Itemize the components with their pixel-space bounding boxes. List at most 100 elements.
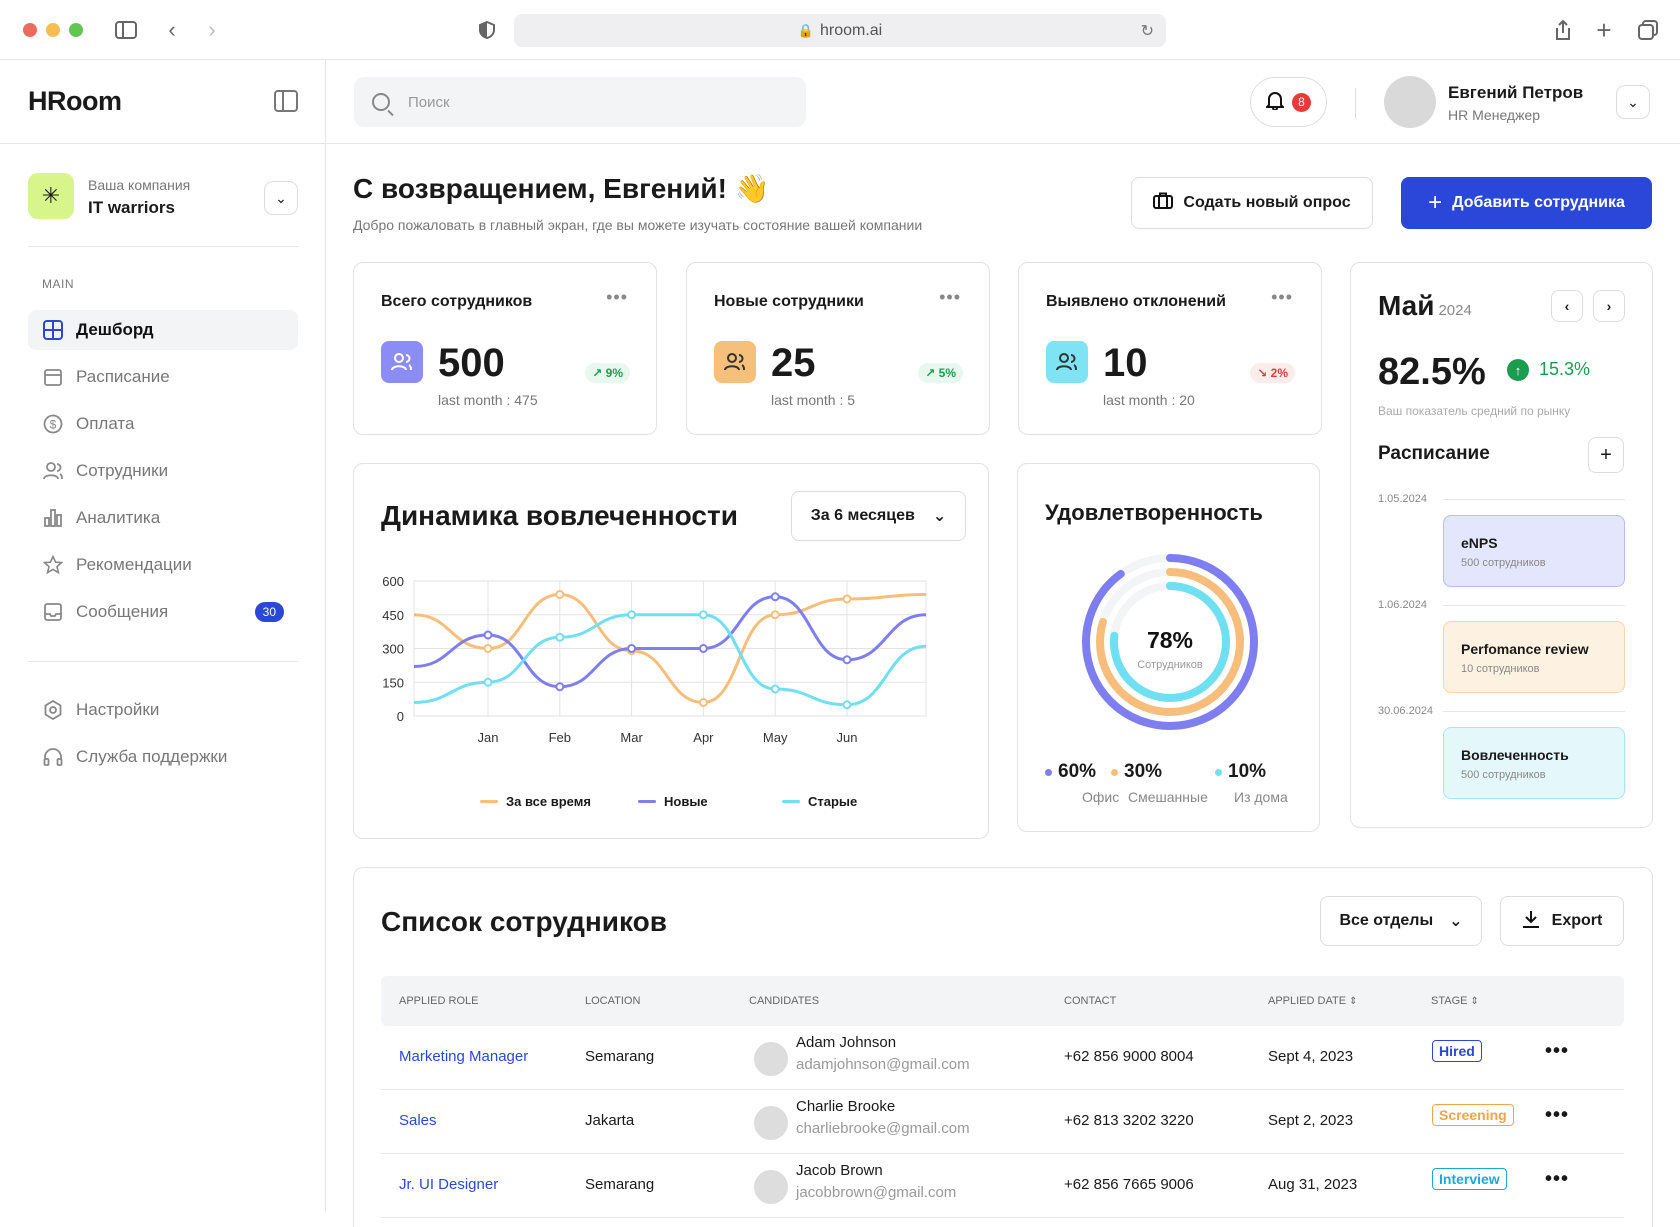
sidebar-item-payment[interactable]: $ Оплата [28,404,298,444]
user-menu-chevron-icon[interactable]: ⌄ [1616,85,1650,119]
candidate-name: Jacob Brown [796,1162,883,1179]
sidebar-item-settings[interactable]: Настройки [28,690,298,730]
candidate-name: Adam Johnson [796,1034,897,1051]
legend-old[interactable]: Старые [782,794,857,809]
column-header-candidates[interactable]: CANDIDATES [749,995,820,1007]
event-card-enps[interactable]: eNPS 500 сотрудников [1443,515,1625,587]
sidebar-item-support[interactable]: Служба поддержки [28,737,298,777]
more-options-icon[interactable]: ••• [939,287,961,307]
chart-plot-area [413,580,927,717]
applied-role-link[interactable]: Jr. UI Designer [399,1176,499,1193]
row-actions-icon[interactable]: ••• [1545,1168,1570,1190]
sidebar-item-messages[interactable]: Сообщения 30 [28,592,298,632]
applied-role-link[interactable]: Sales [399,1112,437,1129]
stage-badge: Hired [1432,1040,1482,1062]
add-employee-button[interactable]: + Добавить сотрудника [1401,177,1652,229]
collapse-sidebar-icon[interactable] [274,90,298,112]
sidebar-item-label: Дешборд [76,320,154,339]
sidebar-item-schedule[interactable]: Расписание [28,357,298,397]
export-label: Export [1551,912,1603,929]
address-bar[interactable]: 🔒 hroom.ai ↻ [514,14,1166,47]
department-filter-value: Все отделы [1339,912,1434,929]
share-icon[interactable] [1549,16,1577,44]
section-label-main: MAIN [42,277,74,291]
notification-count-badge: 8 [1292,92,1311,112]
create-survey-button[interactable]: Содать новый опрос [1131,177,1373,229]
table-row[interactable]: Marketing Manager Semarang Adam Johnson ada… [381,1026,1624,1090]
column-header-location[interactable]: LOCATION [585,995,641,1007]
event-card-engagement[interactable]: Вовлеченность 500 сотрудников [1443,727,1625,799]
event-card-performance[interactable]: Perfomance review 10 сотрудников [1443,621,1625,693]
next-month-button[interactable]: › [1593,290,1625,322]
data-point [698,698,708,707]
sidebar-item-analytics[interactable]: Аналитика [28,498,298,538]
sidebar-item-employees[interactable]: Сотрудники [28,451,298,491]
new-tab-icon[interactable]: + [1596,14,1612,45]
prev-month-button[interactable]: ‹ [1551,290,1583,322]
zoom-window-button[interactable] [69,23,83,37]
back-icon[interactable]: ‹ [168,17,176,42]
event-subtitle: 500 сотрудников [1461,769,1546,781]
applied-role-link[interactable]: Marketing Manager [399,1048,529,1065]
sidebar-item-label: Аналитика [76,508,161,527]
user-avatar[interactable] [1384,76,1436,128]
data-point [627,610,637,620]
sidebar-toggle-icon[interactable] [112,16,140,44]
candidate-name: Charlie Brooke [796,1098,896,1115]
event-title: Perfomance review [1461,641,1589,657]
sidebar: HRoom ✳ Ваша компания IT warriors ⌄ MAIN… [0,60,326,1211]
location-cell: Semarang [585,1176,655,1193]
close-window-button[interactable] [23,23,37,37]
row-actions-icon[interactable]: ••• [1545,1104,1570,1126]
column-header-date[interactable]: APPLIED DATE ⇕ [1268,995,1358,1007]
legend-all-time[interactable]: За все время [480,794,591,809]
sidebar-item-recommendations[interactable]: Рекомендации [28,545,298,585]
forward-icon[interactable]: › [208,17,216,42]
row-actions-icon[interactable]: ••• [1545,1040,1570,1062]
location-cell: Semarang [585,1048,655,1065]
legend-new[interactable]: Новые [638,794,708,809]
sidebar-item-dashboard[interactable]: Дешборд [28,310,298,350]
x-tick-label: Apr [693,730,714,745]
data-point [627,644,637,653]
department-filter-dropdown[interactable]: Все отделы ⌄ [1320,896,1482,946]
engagement-chart-card: Динамика вовлеченности За 6 месяцев ⌄ 60… [353,463,989,839]
column-header-role[interactable]: APPLIED ROLE [399,995,479,1007]
column-header-stage[interactable]: STAGE ⇕ [1431,995,1479,1007]
stat-change-badge: ↗ 9% [585,363,630,383]
employee-list-card: Список сотрудников Все отделы ⌄ Export A… [353,867,1653,1227]
shield-icon[interactable] [473,16,501,44]
table-row[interactable]: Jr. UI Designer Semarang Jacob Brown jacobb… [381,1154,1624,1218]
event-date: 1.06.2024 [1378,599,1427,611]
sidebar-item-label: Сообщения [76,602,169,621]
y-tick-label: 450 [382,608,404,623]
users-icon [42,460,64,482]
period-dropdown[interactable]: За 6 месяцев ⌄ [791,491,966,541]
settings-icon [42,699,64,721]
export-button[interactable]: Export [1500,896,1624,946]
data-point [842,700,852,710]
applied-date-cell: Sept 4, 2023 [1268,1048,1354,1065]
market-score-change: 15.3% [1539,359,1591,379]
search-input[interactable]: Поиск [354,77,806,127]
add-event-button[interactable]: + [1588,437,1624,473]
column-header-contact[interactable]: CONTACT [1064,995,1117,1007]
minimize-window-button[interactable] [46,23,60,37]
tabs-overview-icon[interactable] [1634,16,1662,44]
table-row[interactable]: Sales Jakarta Charlie Brooke charliebrooke@… [381,1090,1624,1154]
company-name: IT warriors [88,198,175,217]
reload-icon[interactable]: ↻ [1140,22,1154,40]
calendar-icon [42,366,64,388]
chevron-down-icon[interactable]: ⌄ [264,181,298,215]
company-switcher[interactable]: ✳ Ваша компания IT warriors ⌄ [28,173,298,223]
x-tick-label: May [763,730,788,745]
chart-icon [42,507,64,529]
app-logo[interactable]: HRoom [28,86,122,116]
notifications-button[interactable]: 8 [1250,77,1327,127]
applied-date-cell: Aug 31, 2023 [1268,1176,1358,1193]
more-options-icon[interactable]: ••• [1271,287,1293,307]
url-text: hroom.ai [819,21,883,39]
satisfaction-card: Удовлетворенность 78% Сотрудников 60% Оф… [1017,463,1320,832]
more-options-icon[interactable]: ••• [606,287,628,307]
stat-value: 10 [1103,341,1148,385]
